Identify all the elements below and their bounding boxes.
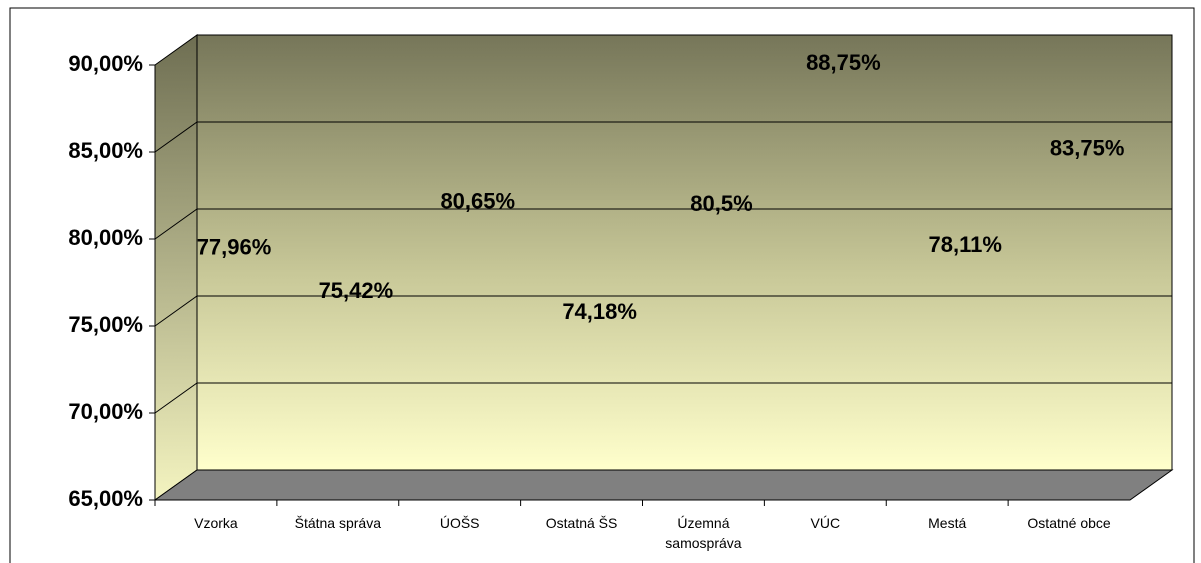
data-label: 77,96% — [197, 234, 272, 259]
x-tick-label: Mestá — [928, 515, 967, 531]
y-tick-label: 65,00% — [68, 486, 143, 511]
data-label: 75,42% — [319, 278, 394, 303]
y-tick-label: 70,00% — [68, 399, 143, 424]
data-label: 83,75% — [1050, 136, 1125, 161]
y-tick-label: 80,00% — [68, 225, 143, 250]
back-wall — [196, 34, 1173, 471]
x-tick-label: Ostatná ŠS — [545, 515, 618, 531]
data-label: 88,75% — [806, 50, 881, 75]
x-tick-label: Územná samospráva — [665, 515, 742, 551]
grid-line — [154, 121, 1172, 153]
data-label: 78,11% — [929, 232, 1002, 257]
floor — [153, 469, 1174, 501]
side-wall — [154, 34, 198, 501]
x-tick-label: Štátna správa — [294, 515, 381, 531]
grid-line — [154, 382, 1172, 414]
grid-line — [154, 295, 1172, 327]
x-tick-label: Vzorka — [194, 515, 238, 531]
frame — [9, 7, 1195, 563]
y-tick-label: 85,00% — [68, 138, 143, 163]
data-label: 80,65% — [440, 189, 515, 214]
grid-line — [154, 208, 1172, 240]
x-tick-label: ÚOŠS — [439, 515, 480, 531]
x-tick-label: Ostatné obce — [1027, 515, 1111, 531]
y-tick-label: 90,00% — [68, 51, 143, 76]
x-tick-label: VÚC — [810, 515, 841, 531]
y-tick-label: 75,00% — [68, 312, 143, 337]
data-label: 74,18% — [562, 299, 637, 324]
data-label: 80,5% — [690, 191, 752, 216]
